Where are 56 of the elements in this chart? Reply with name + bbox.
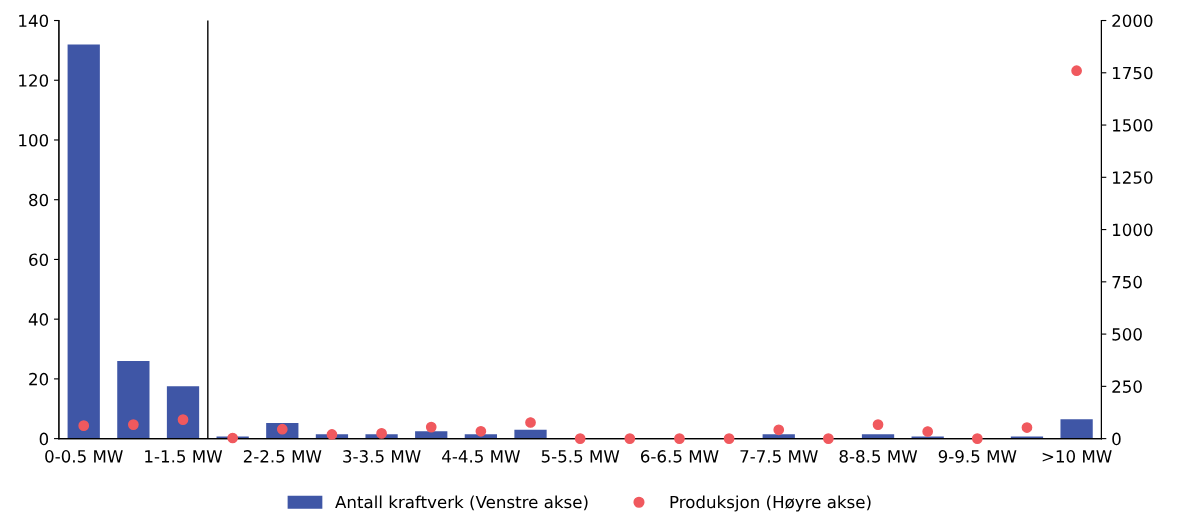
y-tick-label: 60	[29, 253, 49, 266]
y2-tick-label: 1750	[1112, 66, 1153, 80]
point	[674, 433, 685, 444]
legend-label: Produksjon (Høyre akse)	[670, 495, 871, 512]
point	[326, 429, 338, 440]
y-tick-label: 0	[39, 432, 49, 446]
y2-tick-label: 1500	[1112, 119, 1153, 132]
x-tick-label: 5-5.5 MW	[541, 450, 620, 463]
point	[177, 414, 189, 425]
bar	[1060, 419, 1093, 439]
x-tick-label: 9-9.5 MW	[938, 450, 1017, 463]
point	[922, 426, 934, 437]
y-tick-label: 40	[28, 313, 49, 326]
x-tick-label: 2-2.5 MW	[243, 450, 322, 463]
x-tick-label: 4-4.5 MW	[442, 450, 520, 463]
point	[376, 428, 387, 439]
y2-tick-label: 1000	[1112, 223, 1153, 237]
point	[128, 419, 139, 430]
x-tick-label: 8-8.5 MW	[839, 450, 918, 463]
y-tick-label: 120	[19, 74, 49, 87]
point	[574, 433, 586, 444]
x-tick-label: 6-6.5 MW	[640, 450, 719, 463]
bar	[415, 431, 448, 439]
point	[525, 417, 536, 428]
y2-tick-label: 500	[1112, 328, 1142, 341]
x-tick-label: >10 MW	[1042, 450, 1112, 463]
x-tick-label: 1-1.5 MW	[145, 450, 223, 463]
bar	[117, 360, 150, 439]
y2-tick-label: 0	[1112, 432, 1121, 446]
point	[475, 425, 487, 437]
y2-tick-label: 1250	[1112, 171, 1153, 184]
x-tick-label: 7-7.5 MW	[740, 450, 818, 463]
y-tick-label: 80	[29, 193, 49, 207]
point	[872, 419, 884, 430]
y-tick-label: 20	[29, 372, 49, 386]
point	[624, 433, 636, 444]
point	[823, 433, 834, 444]
point	[1021, 422, 1033, 433]
point	[723, 433, 735, 444]
x-tick-label: 3-3.5 MW	[343, 450, 421, 463]
bar	[166, 386, 200, 439]
y2-tick-label: 2000	[1112, 14, 1153, 28]
x-tick-label: 0-0.5 MW	[45, 450, 123, 463]
point	[78, 420, 90, 432]
point	[227, 432, 239, 444]
bar	[67, 44, 100, 439]
y2-tick-label: 750	[1112, 275, 1142, 289]
point	[773, 424, 785, 436]
legend-label: Antall kraftverk (Venstre akse)	[335, 495, 588, 511]
point	[1071, 65, 1082, 77]
y-tick-label: 100	[19, 133, 49, 147]
point	[971, 433, 983, 444]
bar	[514, 429, 547, 439]
y2-tick-label: 250	[1112, 380, 1142, 393]
y-tick-label: 140	[19, 14, 49, 28]
point	[425, 421, 437, 433]
